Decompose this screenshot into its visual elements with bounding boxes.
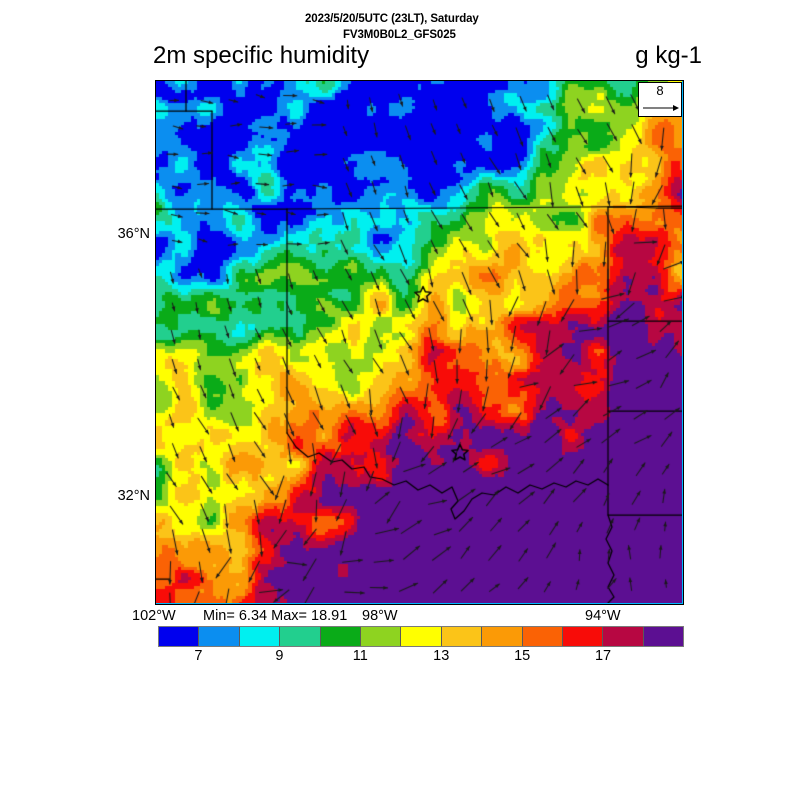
page-title: 2m specific humidity [153,42,370,69]
colorbar-segment [159,627,200,646]
right-arrow-icon [643,105,679,111]
colorbar-segment [643,627,684,646]
colorbar-segment [280,627,321,646]
header-model-id: FV3M0B0L2_GFS025 [343,29,456,41]
colorbar-segment [562,627,604,646]
colorbar-tick-label: 17 [594,648,612,664]
wind-vector-legend: 8 [638,82,682,117]
colorbar-tick-label: 7 [194,648,203,664]
colorbar-segment [320,627,361,646]
colorbar-segment [522,627,563,646]
map-plot-area: 8 [155,80,684,605]
colorbar-segment [239,627,281,646]
wind-vector-and-borders-layer [156,81,682,603]
colorbar-segment [441,627,483,646]
colorbar-segment [603,627,644,646]
wind-vector-legend-value: 8 [656,83,664,98]
axis-label-longitude: 98°W [362,608,398,624]
units-label: g kg-1 [635,42,702,69]
colorbar-segment [360,627,402,646]
axis-label-latitude: 36°N [117,226,150,242]
colorbar [158,626,684,647]
colorbar-tick-label: 9 [275,648,284,664]
colorbar-segments [158,626,684,647]
colorbar-segment [199,627,240,646]
axis-label-longitude: 102°W [132,608,176,624]
colorbar-tick-labels: 7 9 11 13 15 17 [158,648,684,668]
colorbar-tick-label: 15 [514,648,531,664]
colorbar-tick-label: 11 [352,648,368,664]
min-max-readout: Min= 6.34 Max= 18.91 [203,608,348,624]
colorbar-tick-label: 13 [433,648,450,664]
header-datetime: 2023/5/20/5UTC (23LT), Saturday [305,13,479,25]
colorbar-segment [482,627,523,646]
colorbar-segment [401,627,442,646]
axis-label-longitude: 94°W [585,608,621,624]
axis-label-latitude: 32°N [117,488,150,504]
